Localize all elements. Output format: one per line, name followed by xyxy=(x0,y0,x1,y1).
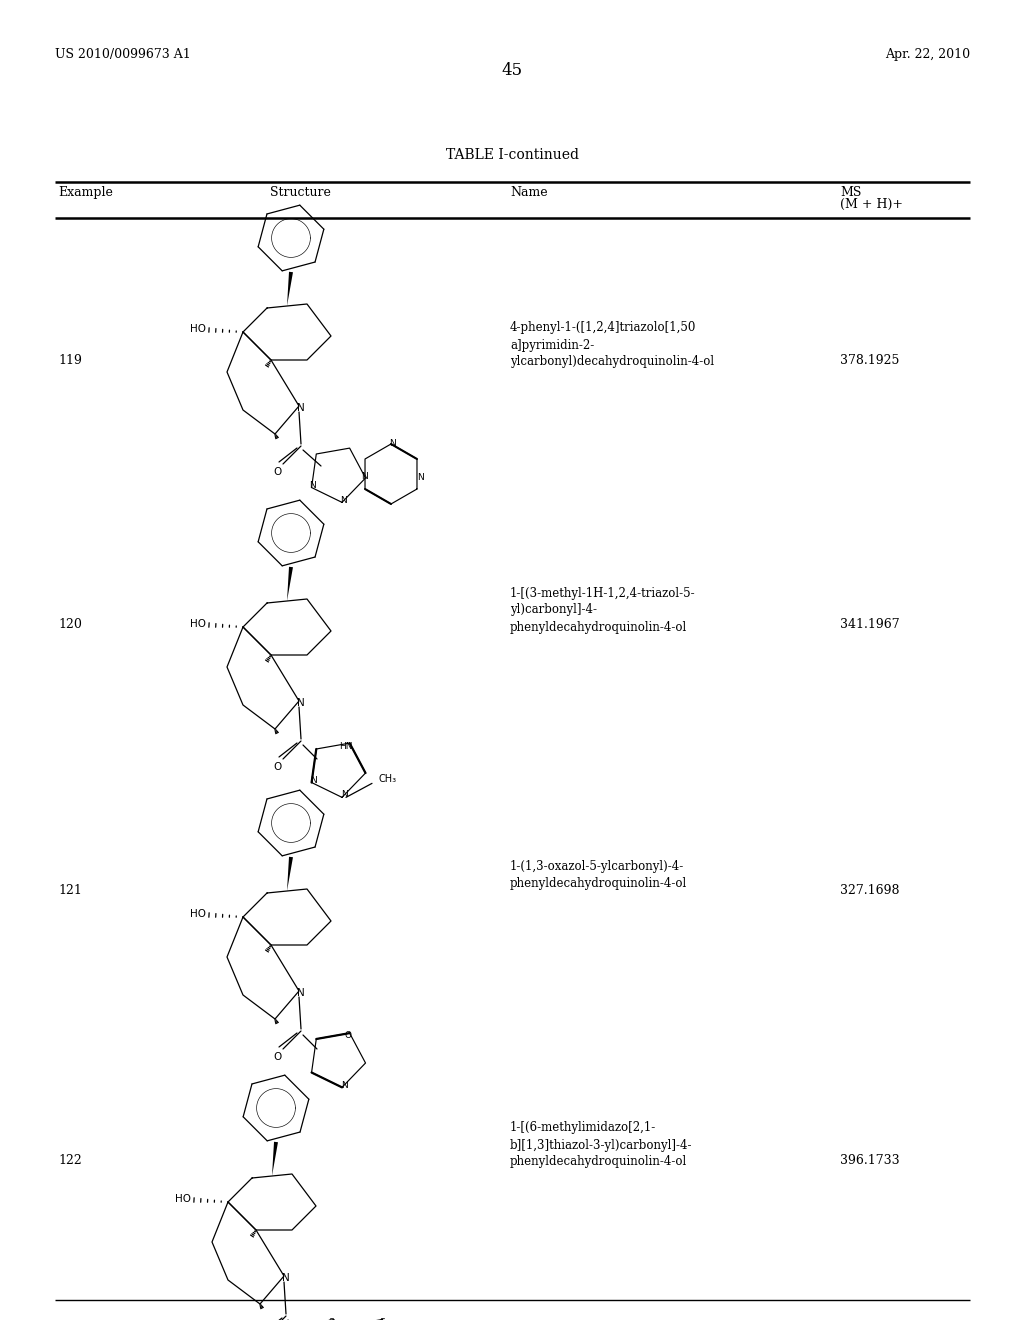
Text: Apr. 22, 2010: Apr. 22, 2010 xyxy=(885,48,970,61)
Text: HN: HN xyxy=(339,742,352,751)
Polygon shape xyxy=(287,857,293,891)
Text: N: N xyxy=(297,698,305,708)
Text: 45: 45 xyxy=(502,62,522,79)
Text: N: N xyxy=(389,438,396,447)
Text: N: N xyxy=(310,776,317,785)
Polygon shape xyxy=(287,272,293,306)
Text: CH₃: CH₃ xyxy=(378,775,396,784)
Polygon shape xyxy=(287,566,293,601)
Text: (M + H)+: (M + H)+ xyxy=(840,198,903,211)
Text: Name: Name xyxy=(510,186,548,199)
Text: 341.1967: 341.1967 xyxy=(840,619,900,631)
Text: N: N xyxy=(297,403,305,413)
Text: S: S xyxy=(328,1319,334,1320)
Text: HO: HO xyxy=(190,619,206,630)
Polygon shape xyxy=(272,1142,278,1176)
Text: 121: 121 xyxy=(58,883,82,896)
Text: Example: Example xyxy=(58,186,113,199)
Text: MS: MS xyxy=(840,186,861,199)
Text: TABLE I-continued: TABLE I-continued xyxy=(445,148,579,162)
Text: N: N xyxy=(283,1272,290,1283)
Text: O: O xyxy=(272,1052,282,1063)
Text: 119: 119 xyxy=(58,354,82,367)
Text: N: N xyxy=(361,471,368,480)
Text: N: N xyxy=(418,473,424,482)
Text: US 2010/0099673 A1: US 2010/0099673 A1 xyxy=(55,48,190,61)
Text: N: N xyxy=(309,480,316,490)
Text: 327.1698: 327.1698 xyxy=(840,883,899,896)
Text: N: N xyxy=(341,789,347,799)
Text: 1-[(6-methylimidazo[2,1-
b][1,3]thiazol-3-yl)carbonyl]-4-
phenyldecahydroquinoli: 1-[(6-methylimidazo[2,1- b][1,3]thiazol-… xyxy=(510,1122,692,1168)
Text: 1-(1,3-oxazol-5-ylcarbonyl)-4-
phenyldecahydroquinolin-4-ol: 1-(1,3-oxazol-5-ylcarbonyl)-4- phenyldec… xyxy=(510,861,687,890)
Text: N: N xyxy=(341,1081,347,1090)
Text: Structure: Structure xyxy=(269,186,331,199)
Text: N: N xyxy=(340,496,346,504)
Text: 396.1733: 396.1733 xyxy=(840,1154,900,1167)
Text: HO: HO xyxy=(190,323,206,334)
Text: HO: HO xyxy=(175,1195,191,1204)
Text: N: N xyxy=(297,987,305,998)
Text: 378.1925: 378.1925 xyxy=(840,354,899,367)
Text: O: O xyxy=(272,762,282,772)
Text: 4-phenyl-1-([1,2,4]triazolo[1,50
a]pyrimidin-2-
ylcarbonyl)decahydroquinolin-4-o: 4-phenyl-1-([1,2,4]triazolo[1,50 a]pyrim… xyxy=(510,322,714,368)
Text: O: O xyxy=(344,1031,351,1040)
Text: 1-[(3-methyl-1H-1,2,4-triazol-5-
yl)carbonyl]-4-
phenyldecahydroquinolin-4-ol: 1-[(3-methyl-1H-1,2,4-triazol-5- yl)carb… xyxy=(510,586,695,634)
Text: 122: 122 xyxy=(58,1154,82,1167)
Text: HO: HO xyxy=(190,909,206,919)
Text: O: O xyxy=(272,467,282,477)
Text: S: S xyxy=(379,1319,385,1320)
Text: 120: 120 xyxy=(58,619,82,631)
